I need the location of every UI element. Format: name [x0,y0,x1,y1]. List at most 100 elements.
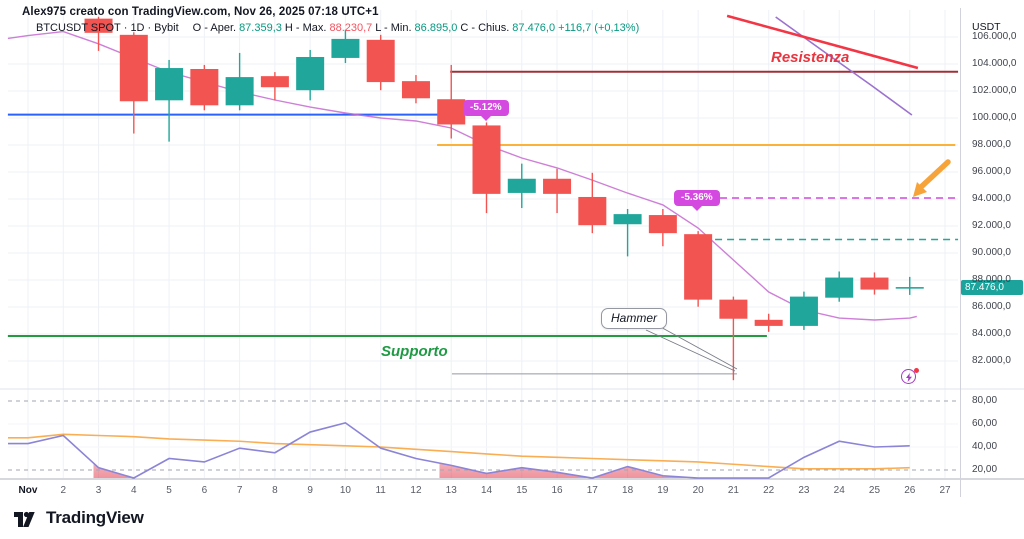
time-axis-label: 25 [868,485,881,496]
price-axis-border [960,8,961,497]
legend-low-label: L - Min. [375,22,412,34]
candle-body [543,178,572,194]
osc-d-line [8,433,910,470]
candle-body [789,296,818,326]
time-axis-label: 8 [272,485,278,496]
time-axis-label: 19 [657,485,669,496]
candle-body [155,68,184,101]
candle-body [684,234,713,300]
price-axis-label: 98.000,0 [972,139,1011,150]
last-price-badge: 87.476,0 [961,280,1023,295]
time-axis-label: 13 [445,485,457,496]
candle-body [296,56,325,91]
candle-body [825,277,854,298]
flash-circle [901,369,916,384]
ma-fast-line [7,30,917,321]
candle-body [119,34,148,102]
support-text-label[interactable]: Supporto [381,343,448,360]
legend-interval[interactable]: 1D [130,22,145,34]
candle-body [260,76,289,88]
time-axis-label: 4 [131,485,137,496]
time-axis-label: 23 [798,485,810,496]
price-axis-label: 96.000,0 [972,166,1011,177]
time-axis-label: 24 [833,485,845,496]
axis-currency-label: USDT [972,21,1001,33]
attribution-text: Alex975 creato con TradingView.com, Nov … [22,6,379,18]
time-axis-label: 5 [166,485,172,496]
osc-axis-label: 40,00 [972,441,998,452]
notification-dot [914,368,919,373]
price-axis-label: 88.000,0 [972,274,1011,285]
price-axis-label: 100.000,0 [972,112,1017,123]
time-axis-label: 6 [201,485,208,496]
candle-body [860,277,889,290]
time-axis-label: 14 [480,485,493,496]
legend-close-value: 87.476,0 [512,22,556,34]
osc-k-line [8,421,910,479]
legend-change-value: +116,7 (+0,13%) [558,22,640,34]
price-axis-label: 104.000,0 [972,58,1017,69]
time-axis-label: 3 [95,485,102,496]
candle-body [225,77,254,106]
legend-open-value: 87.359,3 [239,22,282,34]
candle-body [613,214,642,225]
tradingview-logo-icon [14,511,35,527]
candle-body [719,299,748,319]
candle-body [84,18,113,33]
time-axis-label: 16 [551,485,563,496]
legend-open-label: O - Aper. [192,22,237,34]
time-axis-label: 2 [60,485,67,496]
time-axis-label: 15 [516,485,528,496]
legend-high-value: 88.230,7 [329,22,373,34]
legend-low-value: 86.895,0 [414,22,458,34]
time-axis-label: 20 [692,485,704,496]
legend-sep2: · [147,22,152,34]
candle-body [648,215,677,234]
candle-body [578,196,607,226]
time-axis-label: 17 [586,485,598,496]
resistance-trendline[interactable] [726,14,919,70]
time-axis-label: 11 [375,485,386,496]
time-axis-label: 18 [622,485,634,496]
tradingview-logo[interactable]: TradingView [14,508,144,528]
candle-body [437,99,466,125]
tradingview-logo-text: TradingView [46,508,144,527]
resistance-text-label[interactable]: Resistenza [771,49,850,66]
flash-event-icon[interactable] [901,368,919,386]
drop-percent-label-2[interactable]: -5.36% [674,190,720,211]
hammer-pointer-2 [656,324,738,370]
time-axis-label: 21 [727,485,739,496]
time-axis-label: 10 [339,485,351,496]
price-axis-label: 90.000,0 [972,247,1011,258]
orange-arrow-shaft[interactable] [918,159,951,190]
drop-percent-label-1[interactable]: -5.12% [463,100,509,121]
time-axis-label: 9 [307,485,313,496]
time-axis-label: 27 [939,485,951,496]
price-axis-label: 102.000,0 [972,85,1017,96]
legend-sep1: · [123,22,128,34]
candle-body [895,287,924,289]
orange-arrow-head [913,182,927,197]
time-axis-label: 12 [410,485,422,496]
candle-body [754,319,783,326]
price-axis-label: 84.000,0 [972,328,1011,339]
candle-body [366,39,395,83]
legend-symbol[interactable]: BTCUSDT SPOT [36,22,121,34]
time-axis-label: Nov [18,485,38,496]
time-axis-label: 22 [763,485,775,496]
candle-body [190,68,219,106]
hammer-callout[interactable]: Hammer [601,308,668,329]
candle-body [472,125,501,194]
legend-high-label: H - Max. [284,22,327,34]
price-axis-label: 86.000,0 [972,301,1011,312]
price-axis-label: 82.000,0 [972,355,1011,366]
legend-exchange: Bybit [154,22,179,34]
osc-axis-label: 80,00 [972,395,998,406]
symbol-legend: BTCUSDT SPOT · 1D · Bybit O - Aper. 87.359,3 H … [36,22,642,34]
time-axis-label: 26 [904,485,916,496]
ma-slow-line [775,16,913,116]
hammer-pointer-1 [645,329,736,372]
osc-axis-label: 20,00 [972,464,998,475]
